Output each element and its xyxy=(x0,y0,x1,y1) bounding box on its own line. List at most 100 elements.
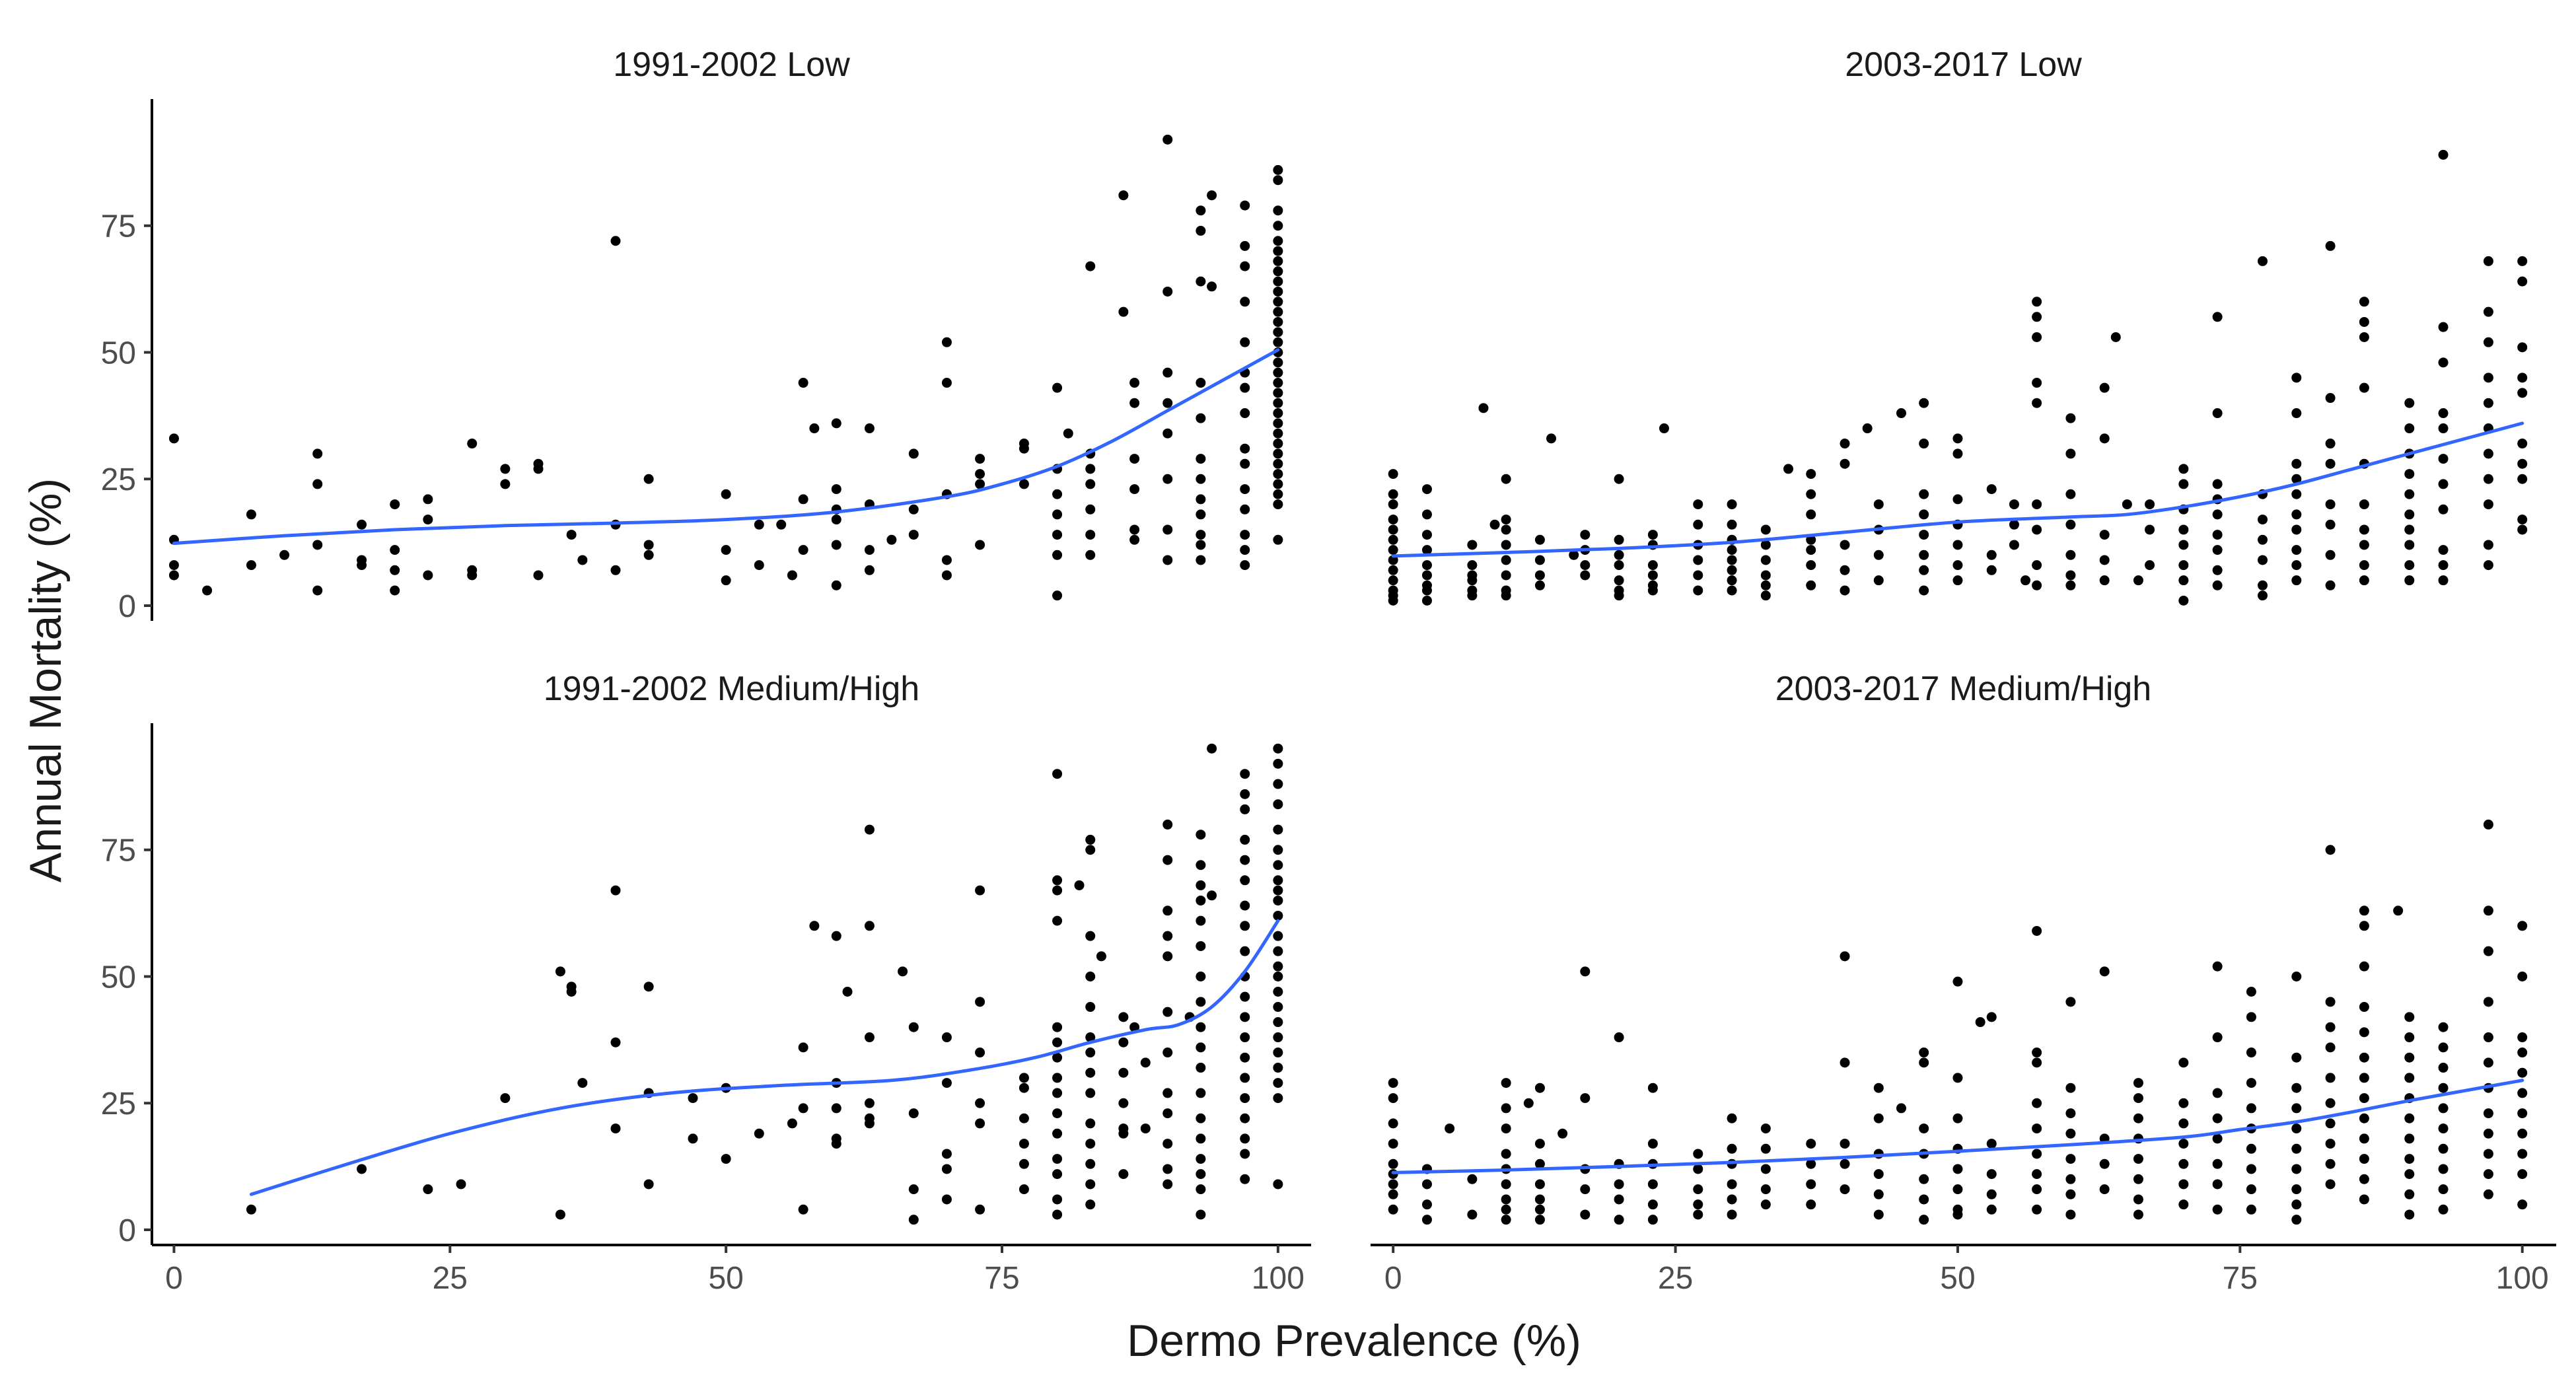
data-point xyxy=(2359,1154,2369,1164)
data-point xyxy=(168,433,179,444)
data-point xyxy=(1523,1098,1534,1108)
data-point xyxy=(1388,1204,1398,1215)
data-point xyxy=(1273,297,1283,307)
data-point xyxy=(533,464,544,474)
data-point xyxy=(1760,540,1771,550)
data-point xyxy=(1919,1048,1929,1058)
data-point xyxy=(1240,900,1250,911)
data-point xyxy=(1240,789,1250,799)
panel-grid: 1991-2002 Low 0 25 50 75 2003-2017 Low 1991-20… xyxy=(101,46,2556,1296)
data-point xyxy=(2483,398,2493,408)
data-point xyxy=(831,484,841,495)
data-point xyxy=(1421,585,1432,596)
data-point xyxy=(1196,895,1206,906)
data-point xyxy=(1273,779,1283,789)
data-point xyxy=(2483,540,2493,550)
data-point xyxy=(1693,1199,1703,1210)
data-point xyxy=(1240,382,1250,393)
data-point xyxy=(2483,1108,2493,1119)
data-point xyxy=(1273,357,1283,368)
data-point xyxy=(1546,433,1557,444)
data-point xyxy=(754,519,764,530)
data-point xyxy=(2359,560,2369,571)
data-point xyxy=(1052,590,1063,601)
data-point xyxy=(357,555,367,565)
data-point xyxy=(1862,423,1873,434)
data-point xyxy=(1273,479,1283,489)
data-point xyxy=(1952,976,1963,987)
data-point xyxy=(2099,382,2110,393)
data-point xyxy=(776,519,787,530)
data-point xyxy=(1163,855,1173,865)
data-point xyxy=(2438,408,2449,419)
data-point xyxy=(2246,1103,2256,1114)
data-point xyxy=(1388,524,1398,535)
data-point xyxy=(2325,1022,2336,1032)
data-point xyxy=(2099,555,2110,565)
data-point xyxy=(2178,560,2189,571)
data-point xyxy=(1614,534,1624,545)
data-point xyxy=(1421,545,1432,555)
data-point xyxy=(643,1179,654,1190)
panel-title: 1991-2002 Medium/High xyxy=(544,670,919,708)
data-point xyxy=(2032,312,2042,322)
data-point xyxy=(2393,906,2404,916)
data-point xyxy=(1196,1088,1206,1098)
data-point xyxy=(1580,530,1591,540)
data-point xyxy=(2009,540,2019,550)
data-point xyxy=(886,534,897,545)
data-point xyxy=(1388,545,1398,555)
data-point xyxy=(1019,1139,1029,1149)
data-point xyxy=(2291,575,2302,586)
data-point xyxy=(1840,565,1850,575)
data-point xyxy=(643,474,654,484)
data-point xyxy=(1501,515,1511,525)
data-point xyxy=(798,1042,808,1053)
data-point xyxy=(1647,1179,1658,1190)
data-point xyxy=(1196,1042,1206,1053)
data-point xyxy=(1806,509,1816,520)
data-point xyxy=(1919,565,1929,575)
data-point xyxy=(1919,550,1929,560)
data-point xyxy=(2178,1199,2189,1210)
data-point xyxy=(1240,1012,1250,1022)
data-point xyxy=(1952,1073,1963,1083)
data-point xyxy=(1806,1179,1816,1190)
data-point xyxy=(1085,1088,1096,1098)
data-point xyxy=(1273,961,1283,972)
data-point xyxy=(2246,1012,2256,1022)
data-point xyxy=(1873,1113,1884,1123)
data-point xyxy=(1273,428,1283,439)
data-point xyxy=(2325,519,2336,530)
data-point xyxy=(1052,1037,1063,1048)
data-point xyxy=(1273,286,1283,297)
data-point xyxy=(2359,297,2369,307)
data-point xyxy=(1388,565,1398,575)
data-point xyxy=(1163,1048,1173,1058)
data-point xyxy=(2099,575,2110,586)
data-point xyxy=(1693,499,1703,510)
data-point xyxy=(1919,1174,1929,1184)
data-point xyxy=(1273,398,1283,408)
data-point xyxy=(2246,1078,2256,1088)
data-point xyxy=(1873,575,1884,586)
data-point xyxy=(1096,951,1106,962)
data-point xyxy=(1919,439,1929,449)
data-point xyxy=(2325,550,2336,560)
data-point xyxy=(754,560,764,571)
data-point xyxy=(423,494,433,505)
data-point xyxy=(908,1215,919,1225)
data-point xyxy=(1273,1017,1283,1028)
data-point xyxy=(1919,1057,1929,1068)
data-point xyxy=(2021,575,2031,586)
data-point xyxy=(2359,921,2369,931)
data-point xyxy=(2517,1128,2528,1139)
data-point xyxy=(1085,1032,1096,1043)
data-point xyxy=(2291,1199,2302,1210)
data-point xyxy=(500,479,511,489)
data-point xyxy=(2178,1098,2189,1108)
data-point xyxy=(555,966,565,977)
data-point xyxy=(2359,1027,2369,1038)
data-point xyxy=(555,1209,565,1220)
data-point xyxy=(2483,373,2493,383)
